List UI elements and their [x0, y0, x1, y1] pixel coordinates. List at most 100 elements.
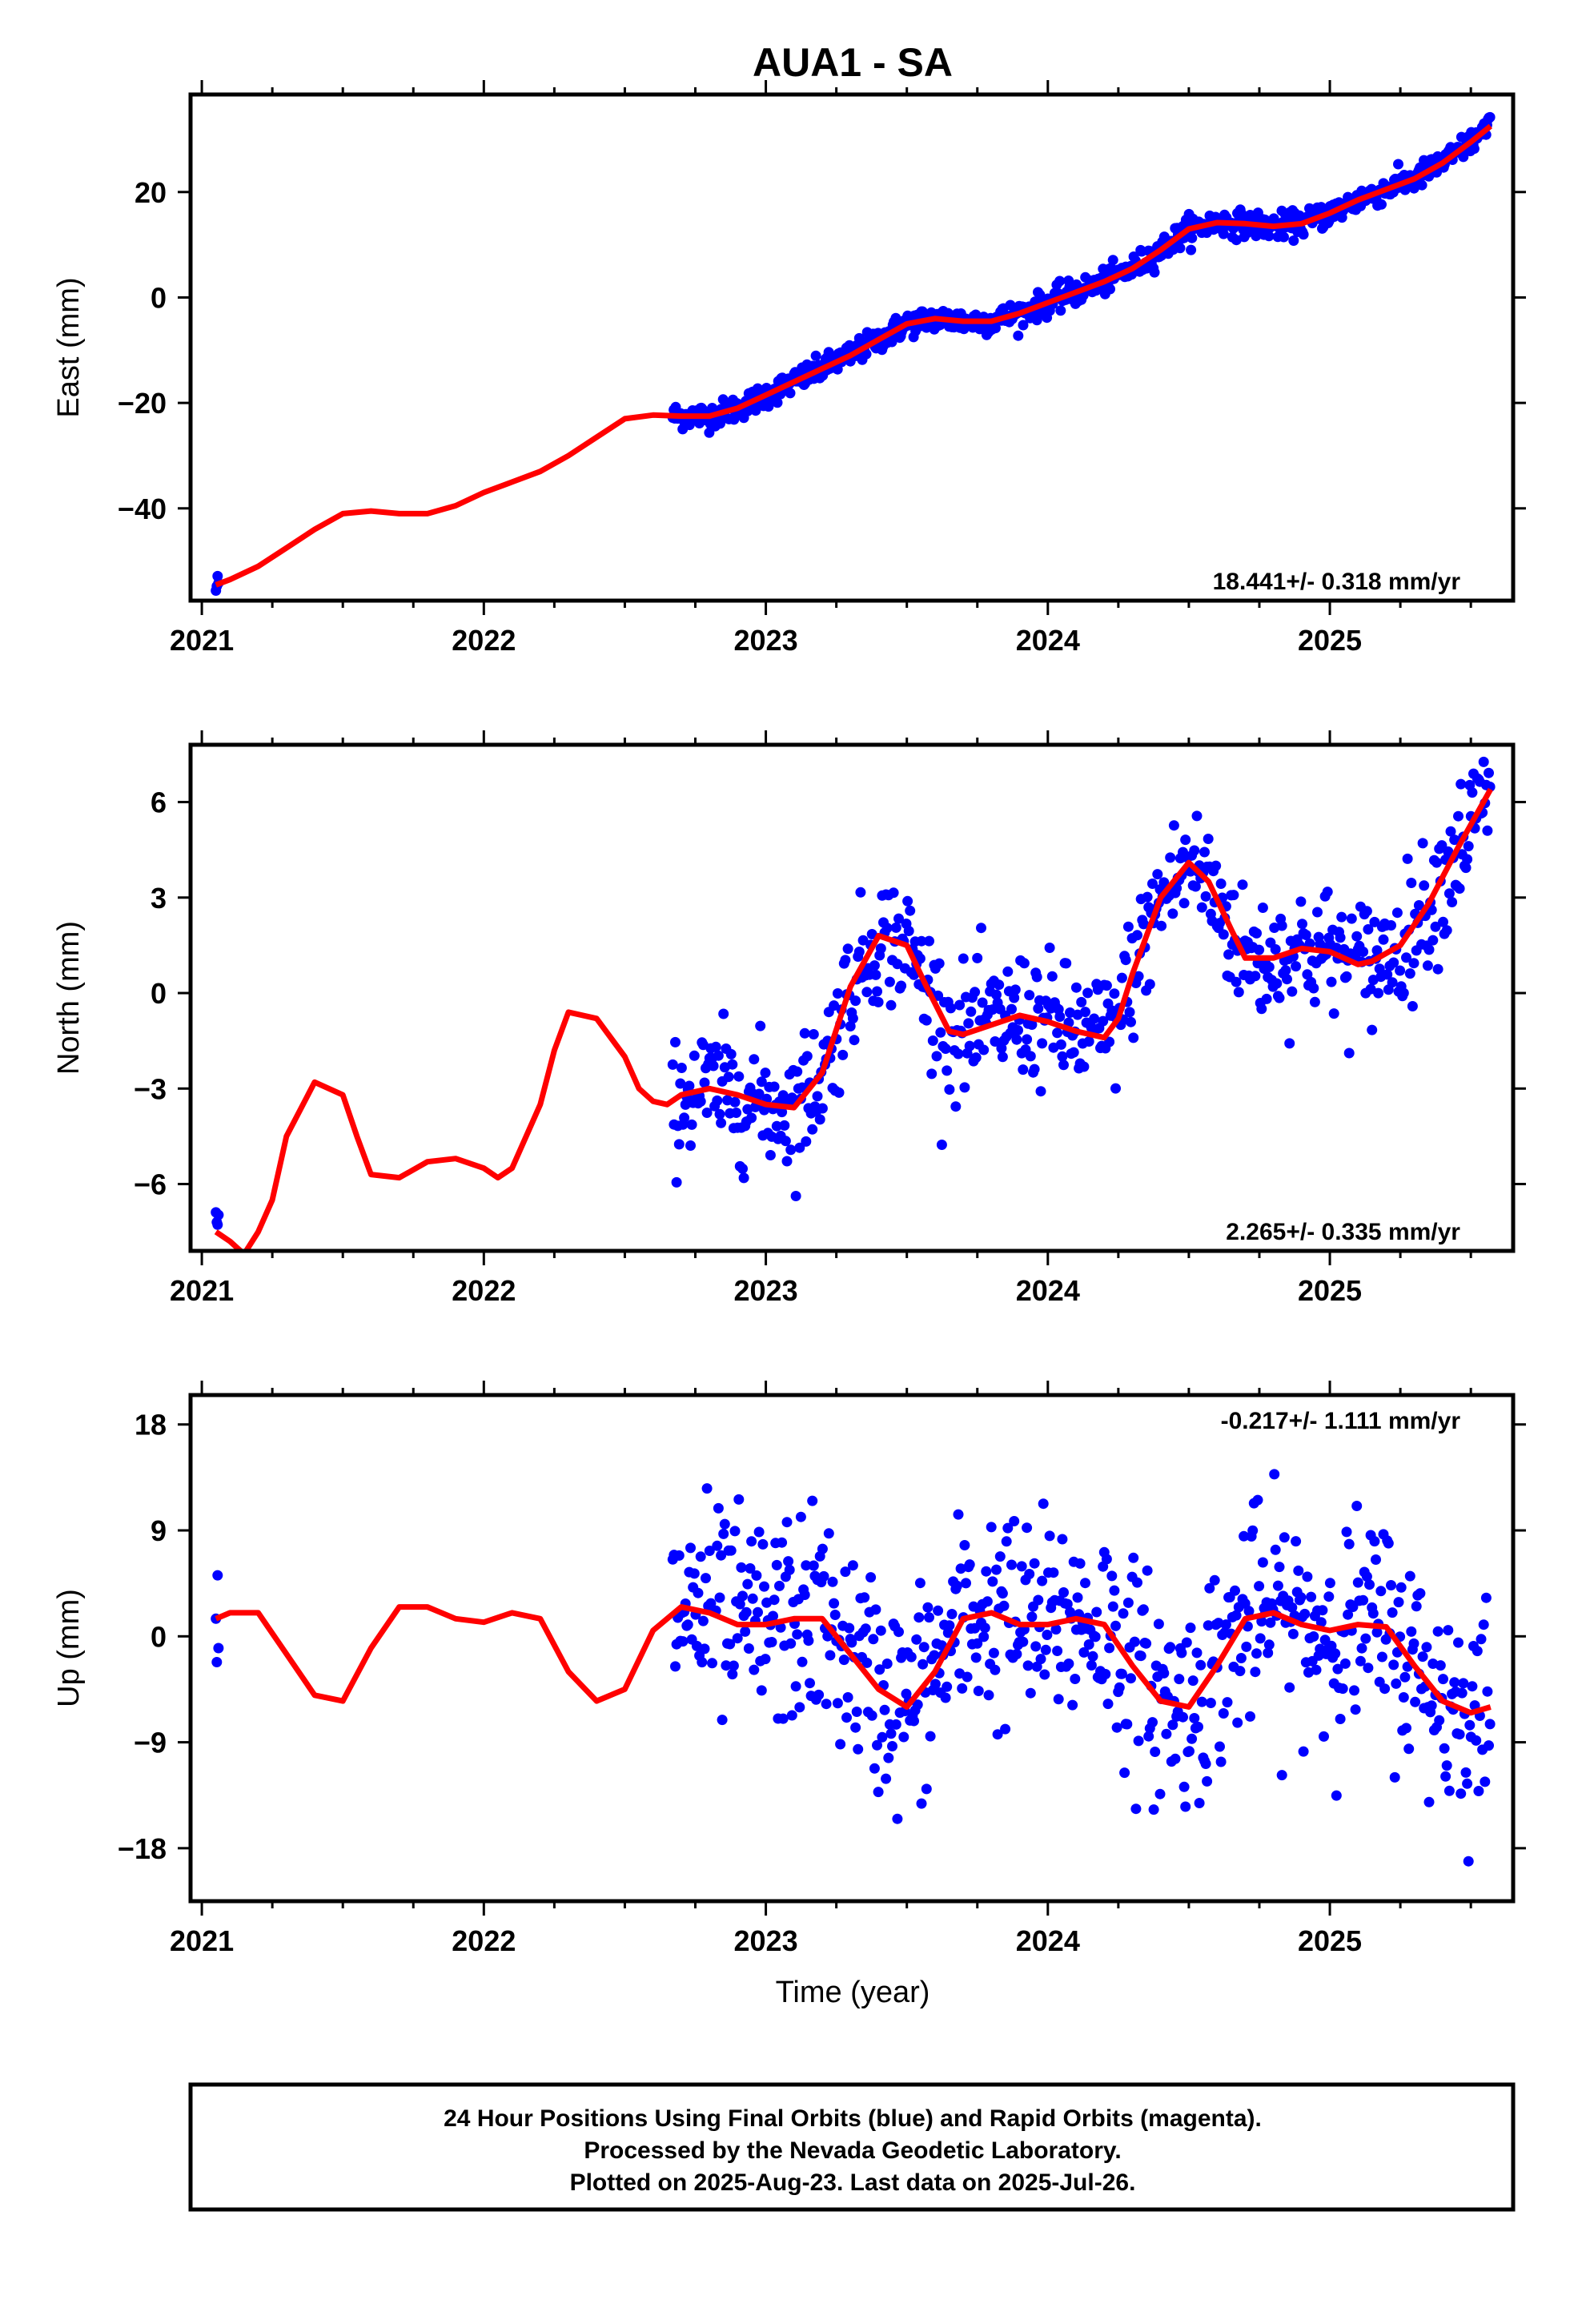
- north-point: [855, 887, 866, 898]
- up-point: [1343, 1609, 1354, 1620]
- north-point: [1297, 919, 1307, 930]
- up-point: [1276, 1770, 1287, 1781]
- up-point: [1449, 1677, 1460, 1688]
- up-point: [1323, 1591, 1335, 1602]
- up-point: [1257, 1557, 1268, 1568]
- up-point: [714, 1592, 725, 1603]
- up-point: [1126, 1673, 1136, 1684]
- up-point: [1016, 1561, 1027, 1572]
- up-point: [877, 1731, 888, 1743]
- up-point: [1454, 1729, 1465, 1740]
- north-point: [1228, 890, 1239, 901]
- footer-frame: [188, 2082, 1516, 2212]
- north-point: [1052, 1027, 1063, 1039]
- east-point: [1263, 231, 1275, 242]
- north-point: [756, 1076, 767, 1088]
- up-point: [916, 1798, 927, 1809]
- up-point: [747, 1593, 758, 1604]
- up-point: [924, 1612, 934, 1623]
- north-point: [1215, 879, 1227, 889]
- up-point: [840, 1566, 851, 1578]
- north-x-tick-label: 2025: [1298, 1274, 1362, 1307]
- north-point: [1029, 1063, 1040, 1075]
- up-point: [1337, 1683, 1348, 1695]
- up-point: [972, 1638, 983, 1649]
- north-point: [884, 976, 895, 987]
- up-point: [1371, 1626, 1383, 1638]
- up-point: [973, 1686, 984, 1696]
- up-point: [847, 1560, 858, 1571]
- up-point: [1439, 1743, 1450, 1754]
- up-point: [1178, 1711, 1188, 1723]
- up-point: [881, 1659, 893, 1669]
- north-point: [1011, 1034, 1022, 1045]
- north-point: [942, 1065, 953, 1076]
- east-model-line: [215, 123, 1492, 588]
- east-point: [1288, 235, 1299, 246]
- up-point: [1178, 1781, 1190, 1792]
- up-point: [1033, 1594, 1044, 1606]
- up-point: [1443, 1625, 1454, 1636]
- north-point: [893, 913, 904, 924]
- up-point: [1411, 1601, 1422, 1612]
- up-point: [704, 1546, 715, 1556]
- up-point: [689, 1568, 700, 1579]
- up-point: [1129, 1636, 1140, 1647]
- north-point: [1274, 992, 1285, 1003]
- up-point: [1078, 1647, 1090, 1658]
- up-point: [1376, 1651, 1387, 1663]
- up-point: [1220, 1619, 1231, 1630]
- up-rate-label: -0.217+/- 1.111 mm/yr: [1221, 1408, 1461, 1434]
- up-point: [1482, 1686, 1493, 1697]
- east-point: [1174, 243, 1186, 254]
- north-point: [950, 1101, 962, 1112]
- up-point: [677, 1636, 689, 1647]
- up-point: [978, 1631, 990, 1642]
- up-point: [1458, 1678, 1469, 1689]
- north-point: [1322, 887, 1333, 898]
- up-point: [883, 1752, 894, 1763]
- north-point: [1456, 778, 1467, 790]
- up-point: [1415, 1588, 1426, 1599]
- up-point: [881, 1773, 892, 1784]
- up-point: [1122, 1597, 1134, 1608]
- up-point: [1295, 1592, 1307, 1603]
- up-point: [792, 1629, 803, 1640]
- up-point: [795, 1511, 806, 1522]
- up-point: [817, 1543, 828, 1554]
- up-point: [1341, 1526, 1352, 1538]
- north-point: [1417, 838, 1428, 849]
- footer-line-3: Plotted on 2025-Aug-23. Last data on 202…: [570, 2169, 1136, 2196]
- north-point: [792, 1066, 803, 1077]
- north-point: [1401, 952, 1411, 963]
- north-point: [963, 1018, 974, 1029]
- up-point: [1478, 1619, 1489, 1630]
- up-point: [697, 1657, 708, 1668]
- up-point: [1114, 1682, 1125, 1693]
- east-point: [890, 312, 901, 324]
- up-point: [821, 1699, 832, 1710]
- north-point: [1171, 883, 1182, 894]
- north-point: [1144, 979, 1155, 990]
- up-point: [1360, 1633, 1371, 1644]
- north-point: [716, 1117, 727, 1128]
- north-point: [970, 987, 981, 998]
- up-point: [751, 1570, 762, 1581]
- north-point: [1180, 834, 1191, 846]
- up-point: [1080, 1578, 1090, 1589]
- up-point: [1030, 1641, 1042, 1652]
- up-point: [1343, 1538, 1355, 1550]
- up-point: [1026, 1611, 1038, 1622]
- up-point: [885, 1728, 897, 1739]
- up-point: [1107, 1601, 1118, 1612]
- up-point: [1386, 1580, 1396, 1590]
- up-point: [1135, 1651, 1146, 1662]
- north-point: [699, 1077, 710, 1088]
- up-point: [1287, 1628, 1299, 1639]
- north-point: [695, 1096, 706, 1107]
- north-point: [1190, 881, 1201, 892]
- up-point: [1062, 1598, 1073, 1610]
- up-point: [1053, 1694, 1064, 1705]
- north-point: [1070, 982, 1082, 993]
- up-point: [1306, 1591, 1317, 1602]
